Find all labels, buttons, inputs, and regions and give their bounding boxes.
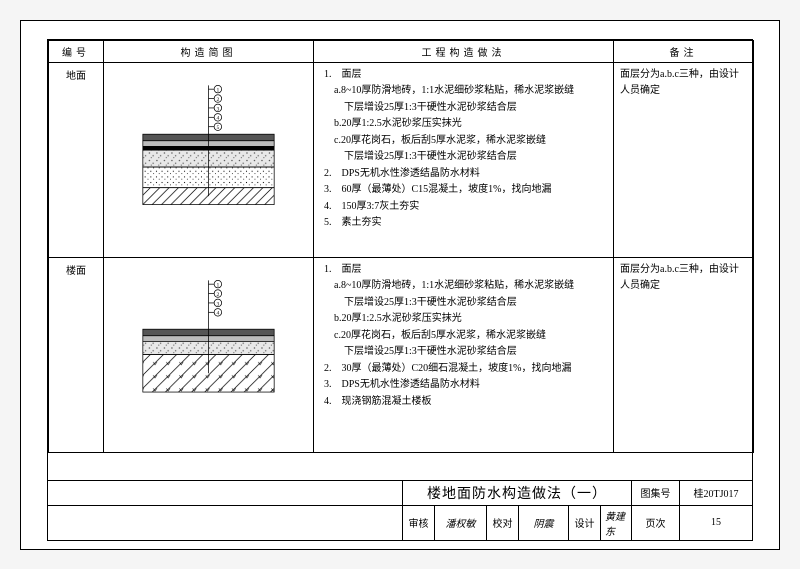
- svg-text:1: 1: [216, 282, 219, 288]
- col-header-remark: 备注: [614, 40, 754, 62]
- construction-table: 编号 构造简图 工程构造做法 备注 地面 1 2 3 4 5 1. 面层 a.8~10厚防滑…: [48, 40, 754, 453]
- method-line: b.20厚1:2.5水泥砂浆压实抹光: [324, 116, 607, 132]
- method-line: 下层增设25厚1:3干硬性水泥砂浆结合层: [324, 344, 607, 360]
- method-line: c.20厚花岗石，板后刮5厚水泥浆，稀水泥浆嵌缝: [324, 133, 607, 149]
- svg-text:3: 3: [216, 301, 219, 307]
- method-line: 1. 面层: [324, 67, 607, 83]
- col-header-diagram: 构造简图: [104, 40, 314, 62]
- design-signature: 黄建东: [601, 506, 632, 540]
- method-line: c.20厚花岗石，板后刮5厚水泥浆，稀水泥浆嵌缝: [324, 328, 607, 344]
- frame: 编号 构造简图 工程构造做法 备注 地面 1 2 3 4 5 1. 面层 a.8~10厚防滑…: [47, 39, 753, 541]
- svg-text:5: 5: [216, 125, 219, 131]
- page-value: 15: [680, 506, 752, 540]
- method-line: 1. 面层: [324, 262, 607, 278]
- sheet-title: 楼地面防水构造做法（一）: [403, 481, 632, 505]
- method-line: 下层增设25厚1:3干硬性水泥砂浆结合层: [324, 100, 607, 116]
- row-label: 地面: [49, 62, 104, 257]
- design-label: 设计: [569, 506, 601, 540]
- method-line: 2. 30厚（最薄处）C20细石混凝土，坡度1%，找向地漏: [324, 361, 607, 377]
- drawing-sheet: 编号 构造简图 工程构造做法 备注 地面 1 2 3 4 5 1. 面层 a.8~10厚防滑…: [20, 20, 780, 550]
- check-signature: 阴震: [519, 506, 569, 540]
- svg-text:3: 3: [216, 106, 219, 112]
- method-line: 4. 现浇钢筋混凝土楼板: [324, 394, 607, 410]
- method-text: 1. 面层 a.8~10厚防滑地砖，1:1水泥细砂浆粘贴，稀水泥浆嵌缝 下层增设…: [314, 62, 614, 257]
- method-line: a.8~10厚防滑地砖，1:1水泥细砂浆粘贴，稀水泥浆嵌缝: [324, 278, 607, 294]
- method-line: 下层增设25厚1:3干硬性水泥砂浆结合层: [324, 295, 607, 311]
- svg-text:1: 1: [216, 87, 219, 93]
- method-line: 3. 60厚（最薄处）C15混凝土，坡度1%，找向地漏: [324, 182, 607, 198]
- header-row: 编号 构造简图 工程构造做法 备注: [49, 40, 754, 62]
- review-signature: 潘权敏: [435, 506, 487, 540]
- svg-text:2: 2: [216, 291, 219, 297]
- page-label: 页次: [632, 506, 680, 540]
- row-label: 楼面: [49, 257, 104, 452]
- set-value: 桂20TJ017: [680, 481, 752, 505]
- set-label: 图集号: [632, 481, 680, 505]
- method-line: 5. 素土夯实: [324, 215, 607, 231]
- check-label: 校对: [487, 506, 519, 540]
- method-line: 下层增设25厚1:3干硬性水泥砂浆结合层: [324, 149, 607, 165]
- construction-diagram: 1 2 3 4 5: [104, 62, 314, 257]
- col-header-method: 工程构造做法: [314, 40, 614, 62]
- svg-text:4: 4: [216, 310, 219, 316]
- remark-text: 面层分为a.b.c三种，由设计人员确定: [614, 257, 754, 452]
- svg-text:2: 2: [216, 96, 219, 102]
- method-line: a.8~10厚防滑地砖，1:1水泥细砂浆粘贴，稀水泥浆嵌缝: [324, 83, 607, 99]
- method-line: 3. DPS无机水性渗透结晶防水材料: [324, 377, 607, 393]
- review-label: 审核: [403, 506, 435, 540]
- method-text: 1. 面层 a.8~10厚防滑地砖，1:1水泥细砂浆粘贴，稀水泥浆嵌缝 下层增设…: [314, 257, 614, 452]
- svg-text:4: 4: [216, 115, 219, 121]
- table-row: 楼面 1 2 3 4 1. 面层 a.8~10厚防滑地砖，1:1水泥细砂浆粘贴，稀水泥浆嵌…: [49, 257, 754, 452]
- method-line: b.20厚1:2.5水泥砂浆压实抹光: [324, 311, 607, 327]
- title-block: 楼地面防水构造做法（一） 图集号 桂20TJ017 审核 潘权敏 校对 阴震 设…: [48, 480, 752, 540]
- method-line: 2. DPS无机水性渗透结晶防水材料: [324, 166, 607, 182]
- construction-diagram: 1 2 3 4: [104, 257, 314, 452]
- col-header-number: 编号: [49, 40, 104, 62]
- remark-text: 面层分为a.b.c三种，由设计人员确定: [614, 62, 754, 257]
- method-line: 4. 150厚3:7灰土夯实: [324, 199, 607, 215]
- table-row: 地面 1 2 3 4 5 1. 面层 a.8~10厚防滑地砖，1:1水泥细砂浆粘贴，稀水泥浆…: [49, 62, 754, 257]
